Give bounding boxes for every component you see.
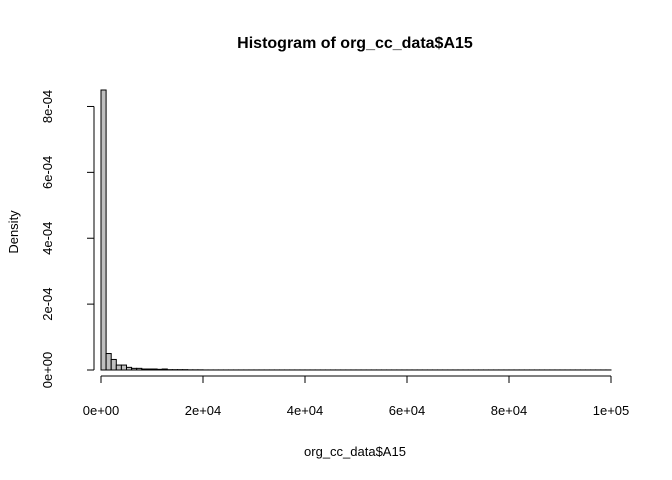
x-axis: 0e+00 2e+04 4e+04 6e+04 8e+04 1e+05	[83, 375, 630, 418]
y-axis: 0e+00 2e-04 4e-04 6e-04 8e-04	[40, 90, 95, 389]
histogram-bar	[126, 366, 133, 371]
histogram-bar	[131, 367, 138, 371]
histogram-bar	[115, 364, 122, 371]
x-axis-label: org_cc_data$A15	[304, 444, 406, 459]
x-tick-label: 1e+05	[593, 403, 630, 418]
histogram-bar	[105, 353, 112, 371]
histogram-bar	[151, 368, 158, 371]
histogram-bar	[110, 358, 117, 371]
histogram-bar	[136, 367, 143, 371]
y-tick-label: 0e+00	[40, 352, 55, 389]
y-tick-label: 4e-04	[40, 222, 55, 255]
histogram-bar	[146, 368, 153, 371]
histogram-bar	[156, 368, 163, 371]
x-tick-label: 8e+04	[491, 403, 528, 418]
y-axis-label: Density	[6, 210, 21, 254]
y-tick-label: 6e-04	[40, 156, 55, 189]
histogram-bar	[141, 368, 148, 371]
histogram-bar	[161, 368, 168, 371]
x-tick-label: 4e+04	[287, 403, 324, 418]
y-tick-label: 8e-04	[40, 90, 55, 123]
x-tick-label: 2e+04	[185, 403, 222, 418]
chart-title: Histogram of org_cc_data$A15	[237, 35, 473, 52]
histogram-bar	[100, 89, 107, 371]
histogram-bars	[100, 89, 612, 371]
y-tick-label: 2e-04	[40, 287, 55, 320]
histogram-bar	[120, 364, 128, 371]
x-tick-label: 6e+04	[389, 403, 426, 418]
x-tick-label: 0e+00	[83, 403, 120, 418]
